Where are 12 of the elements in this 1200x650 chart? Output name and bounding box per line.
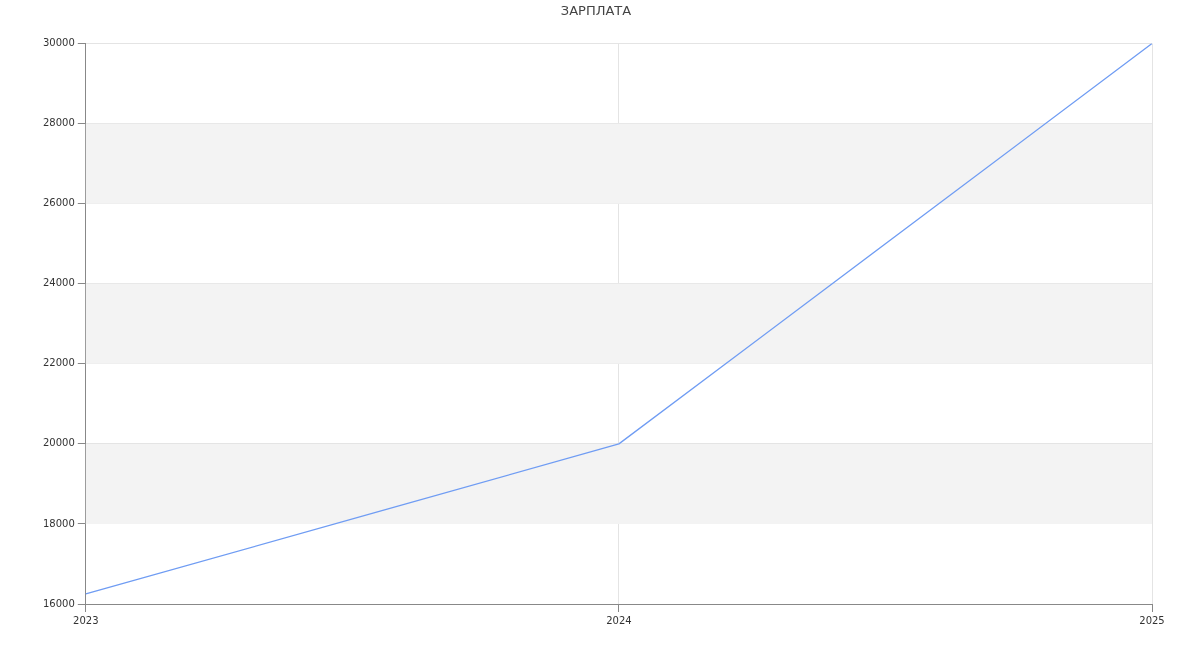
chart-title: ЗАРПЛАТА bbox=[560, 3, 632, 19]
y-tick-label: 24000 bbox=[43, 277, 75, 289]
x-tick-label: 2024 bbox=[606, 614, 632, 626]
y-tick-label: 22000 bbox=[43, 357, 75, 369]
x-tick-label: 2025 bbox=[1139, 614, 1165, 626]
x-tick-label: 2023 bbox=[73, 614, 99, 626]
y-tick-label: 30000 bbox=[43, 37, 75, 49]
y-tick-label: 20000 bbox=[43, 437, 75, 449]
y-tick-label: 18000 bbox=[43, 517, 75, 529]
y-tick-label: 28000 bbox=[43, 117, 75, 129]
y-tick-label: 26000 bbox=[43, 197, 75, 209]
y-tick-label: 16000 bbox=[43, 597, 75, 609]
